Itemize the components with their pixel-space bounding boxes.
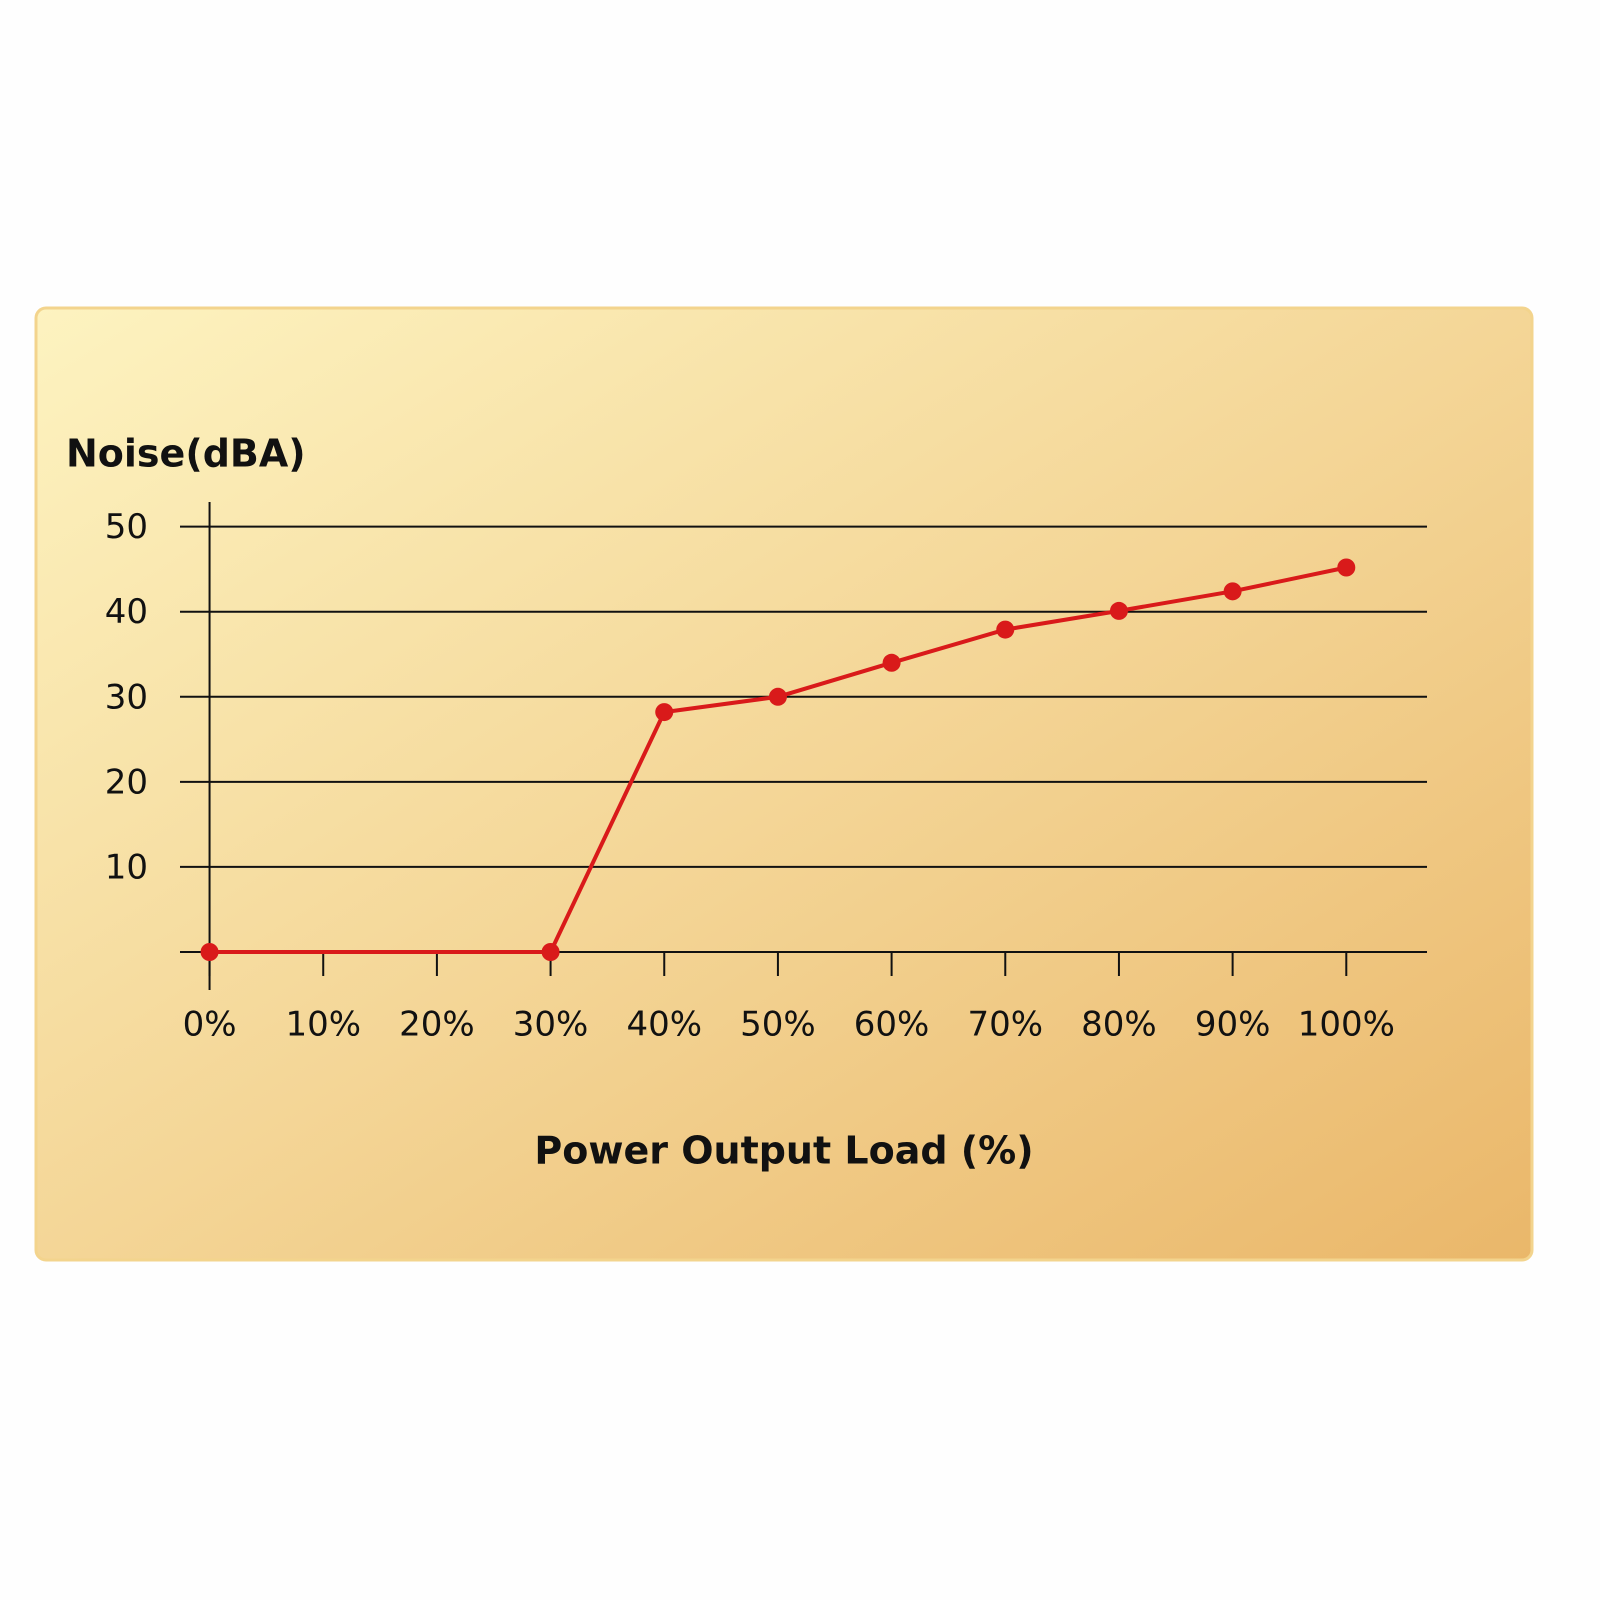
x-tick-label: 100% [1298, 1005, 1395, 1045]
y-tick-label: 50 [105, 507, 148, 547]
x-axis-title: Power Output Load (%) [534, 1129, 1033, 1173]
marker [655, 703, 674, 722]
marker [1109, 601, 1128, 620]
card [34, 306, 1534, 1262]
x-tick-label: 60% [854, 1005, 930, 1045]
marker [541, 943, 560, 961]
y-tick-label: 40 [105, 592, 148, 632]
y-axis-title: Noise(dBA) [66, 432, 306, 476]
x-tick-label: 20% [399, 1005, 475, 1045]
x-tick-label: 70% [967, 1005, 1043, 1045]
x-tick-label: 90% [1195, 1005, 1271, 1045]
y-tick-label: 20 [105, 762, 148, 802]
marker [1337, 558, 1356, 577]
y-tick-label: 30 [105, 677, 148, 717]
x-tick-label: 40% [626, 1005, 702, 1045]
x-tick-label: 80% [1081, 1005, 1157, 1045]
x-tick-label: 10% [285, 1005, 361, 1045]
x-tick-label: 30% [513, 1005, 589, 1045]
marker [768, 687, 787, 706]
marker [200, 943, 219, 961]
marker [1223, 582, 1242, 601]
x-tick-label: 50% [740, 1005, 816, 1045]
marker [882, 653, 901, 672]
y-tick-label: 10 [105, 847, 148, 887]
x-tick-label: 0% [183, 1005, 237, 1045]
marker [996, 620, 1015, 639]
